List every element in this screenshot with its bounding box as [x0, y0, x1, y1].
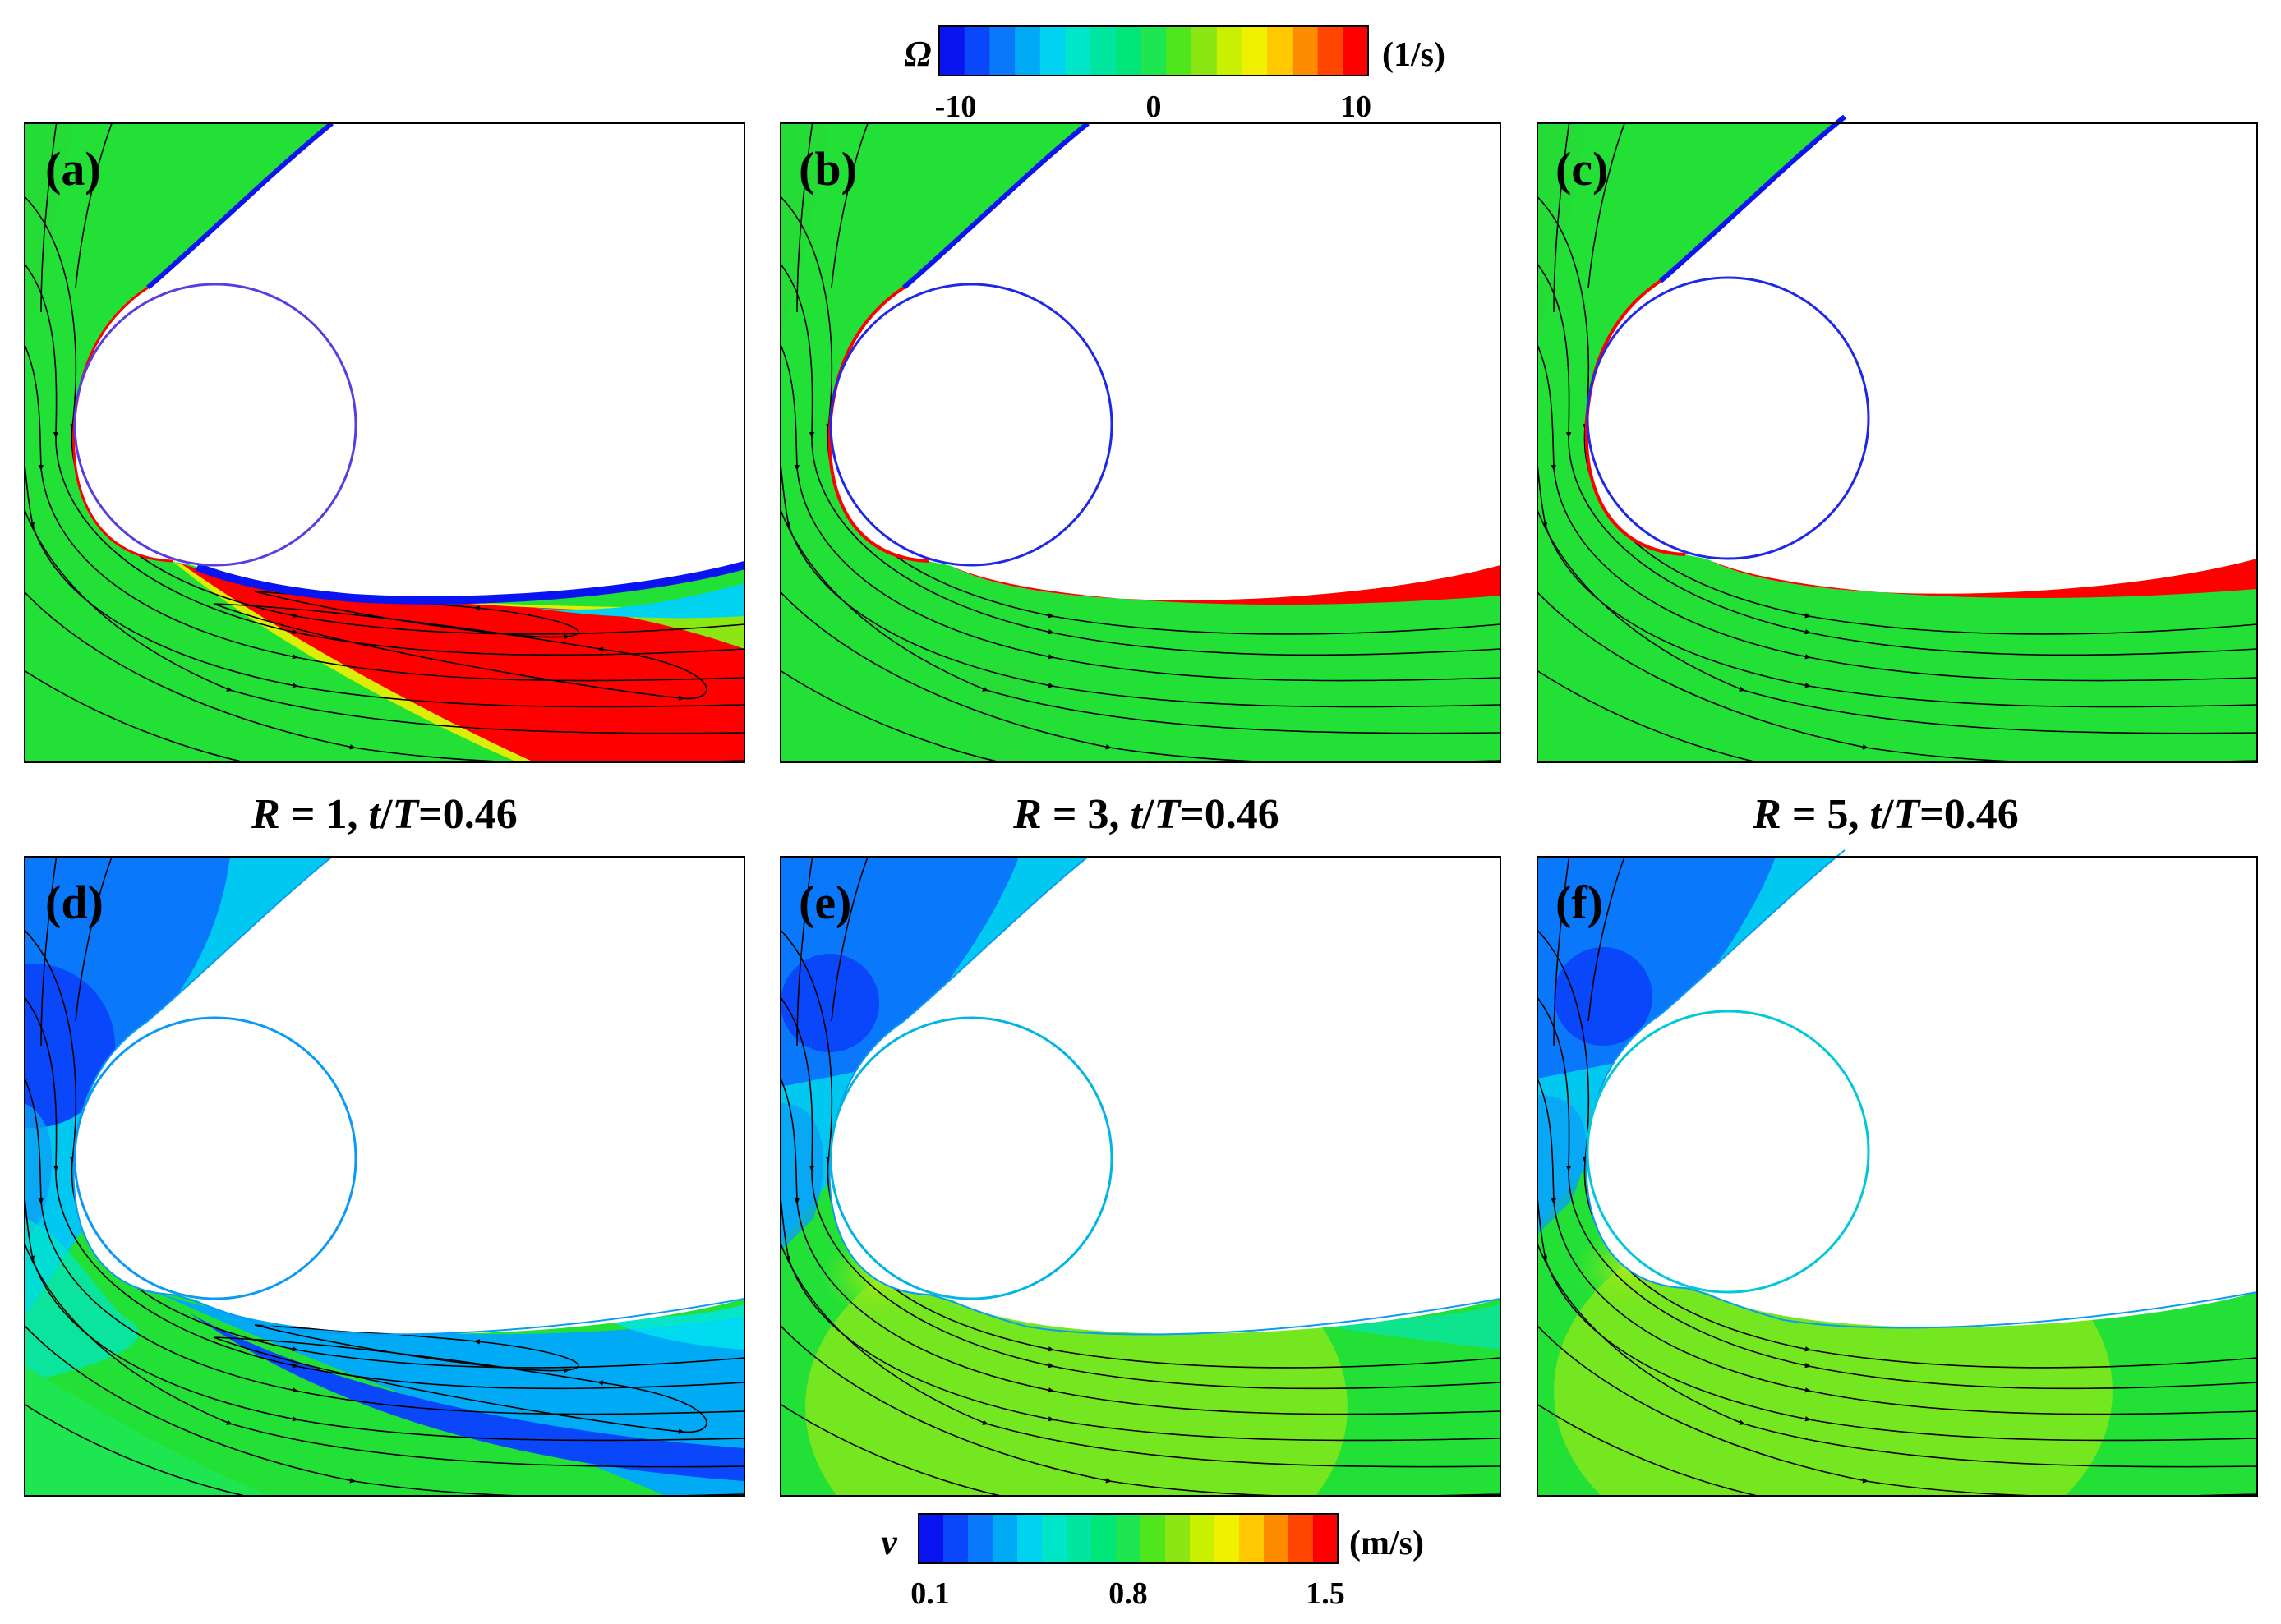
- panel-f-label: (f): [1555, 876, 1603, 929]
- colorbar-vorticity-swatch-1: [964, 26, 991, 76]
- colorbar-vorticity-unit: (1/s): [1382, 36, 1445, 74]
- colorbar-vorticity-swatch-14: [1292, 26, 1319, 76]
- colorbar-velocity-swatch-6: [1067, 1514, 1092, 1563]
- colorbar-velocity-swatch-5: [1042, 1514, 1067, 1563]
- colorbar-vorticity-swatch-8: [1140, 26, 1167, 76]
- colorbar-velocity-swatch-4: [1017, 1514, 1043, 1563]
- caption-r5: R = 5, t/T=0.46: [1752, 791, 2019, 838]
- colorbar-vorticity: Ω (1/s) -10 0 10: [905, 25, 1445, 124]
- panel-c-label: (c): [1555, 142, 1608, 196]
- colorbar-velocity-swatch-14: [1264, 1514, 1289, 1563]
- colorbar-velocity-frame: [918, 1513, 1339, 1564]
- panel-a-cylinder: [73, 283, 357, 567]
- colorbar-velocity-swatch-2: [968, 1514, 993, 1563]
- panel-d: (d): [24, 856, 745, 1497]
- panel-b: (b): [780, 121, 1501, 763]
- colorbar-vorticity-swatch-3: [1015, 26, 1041, 76]
- colorbar-velocity-swatch-3: [993, 1514, 1018, 1563]
- panel-f-cylinder: [1586, 1010, 1870, 1294]
- colorbar-vorticity-swatch-0: [939, 26, 965, 76]
- colorbar-vorticity-tick-mid: 0: [1146, 90, 1162, 124]
- panel-c-cylinder: [1586, 276, 1870, 560]
- colorbar-velocity-swatch-7: [1091, 1514, 1117, 1563]
- panel-e-cylinder: [829, 1016, 1113, 1300]
- colorbar-velocity-swatch-15: [1288, 1514, 1314, 1563]
- colorbar-velocity-swatch-0: [919, 1514, 944, 1563]
- colorbar-velocity-swatch-10: [1165, 1514, 1191, 1563]
- colorbar-velocity-tick-min: 0.1: [910, 1576, 950, 1611]
- colorbar-velocity: v (m/s) 0.1 0.8 1.5: [881, 1513, 1424, 1611]
- colorbar-vorticity-frame: [938, 25, 1369, 76]
- colorbar-vorticity-swatch-13: [1267, 26, 1293, 76]
- panel-c: (c): [1537, 114, 2258, 763]
- panel-d-cylinder: [73, 1016, 357, 1300]
- colorbar-vorticity-swatch-6: [1090, 26, 1117, 76]
- panel-a: (a): [24, 121, 746, 763]
- panel-b-shear-layer: [953, 565, 1500, 605]
- panel-a-upper-shear-layer: [146, 121, 334, 290]
- colorbar-velocity-swatch-8: [1116, 1514, 1141, 1563]
- panel-e: (e): [780, 856, 1501, 1497]
- panel-c-shear-layer: [1710, 559, 2257, 599]
- colorbar-vorticity-swatch-5: [1065, 26, 1091, 76]
- colorbar-vorticity-swatch-4: [1039, 26, 1067, 76]
- panel-b-label: (b): [799, 142, 857, 196]
- colorbar-velocity-symbol: v: [881, 1522, 897, 1562]
- colorbar-velocity-swatches: [919, 1514, 1339, 1563]
- caption-r3: R = 3, t/T=0.46: [1012, 791, 1279, 838]
- caption-r1: R = 1, t/T=0.46: [251, 791, 518, 838]
- colorbar-vorticity-swatch-15: [1317, 26, 1343, 76]
- panel-b-cylinder: [829, 283, 1113, 567]
- colorbar-velocity-swatch-12: [1214, 1514, 1240, 1563]
- colorbar-vorticity-tick-max: 10: [1340, 90, 1371, 124]
- colorbar-vorticity-swatch-10: [1191, 26, 1218, 76]
- panel-e-label: (e): [799, 876, 851, 929]
- colorbar-velocity-swatch-11: [1190, 1514, 1215, 1563]
- colorbar-vorticity-swatches: [939, 26, 1369, 76]
- colorbar-vorticity-swatch-16: [1343, 26, 1369, 76]
- colorbar-vorticity-swatch-2: [989, 26, 1016, 76]
- colorbar-velocity-swatch-9: [1140, 1514, 1166, 1563]
- colorbar-velocity-swatch-1: [943, 1514, 969, 1563]
- colorbar-vorticity-swatch-12: [1242, 26, 1268, 76]
- colorbar-velocity-swatch-13: [1239, 1514, 1265, 1563]
- colorbar-vorticity-tick-min: -10: [935, 90, 977, 124]
- panel-f: (f): [1537, 849, 2258, 1497]
- colorbar-vorticity-swatch-7: [1115, 26, 1142, 76]
- colorbar-vorticity-swatch-9: [1166, 26, 1192, 76]
- colorbar-velocity-tick-mid: 0.8: [1108, 1576, 1148, 1611]
- panel-d-label: (d): [45, 876, 104, 929]
- colorbar-velocity-unit: (m/s): [1349, 1525, 1424, 1562]
- panel-a-label: (a): [45, 142, 101, 196]
- colorbar-velocity-tick-max: 1.5: [1306, 1576, 1345, 1611]
- colorbar-vorticity-symbol: Ω: [905, 34, 932, 74]
- colorbar-vorticity-swatch-11: [1216, 26, 1243, 76]
- colorbar-velocity-swatch-16: [1313, 1514, 1339, 1563]
